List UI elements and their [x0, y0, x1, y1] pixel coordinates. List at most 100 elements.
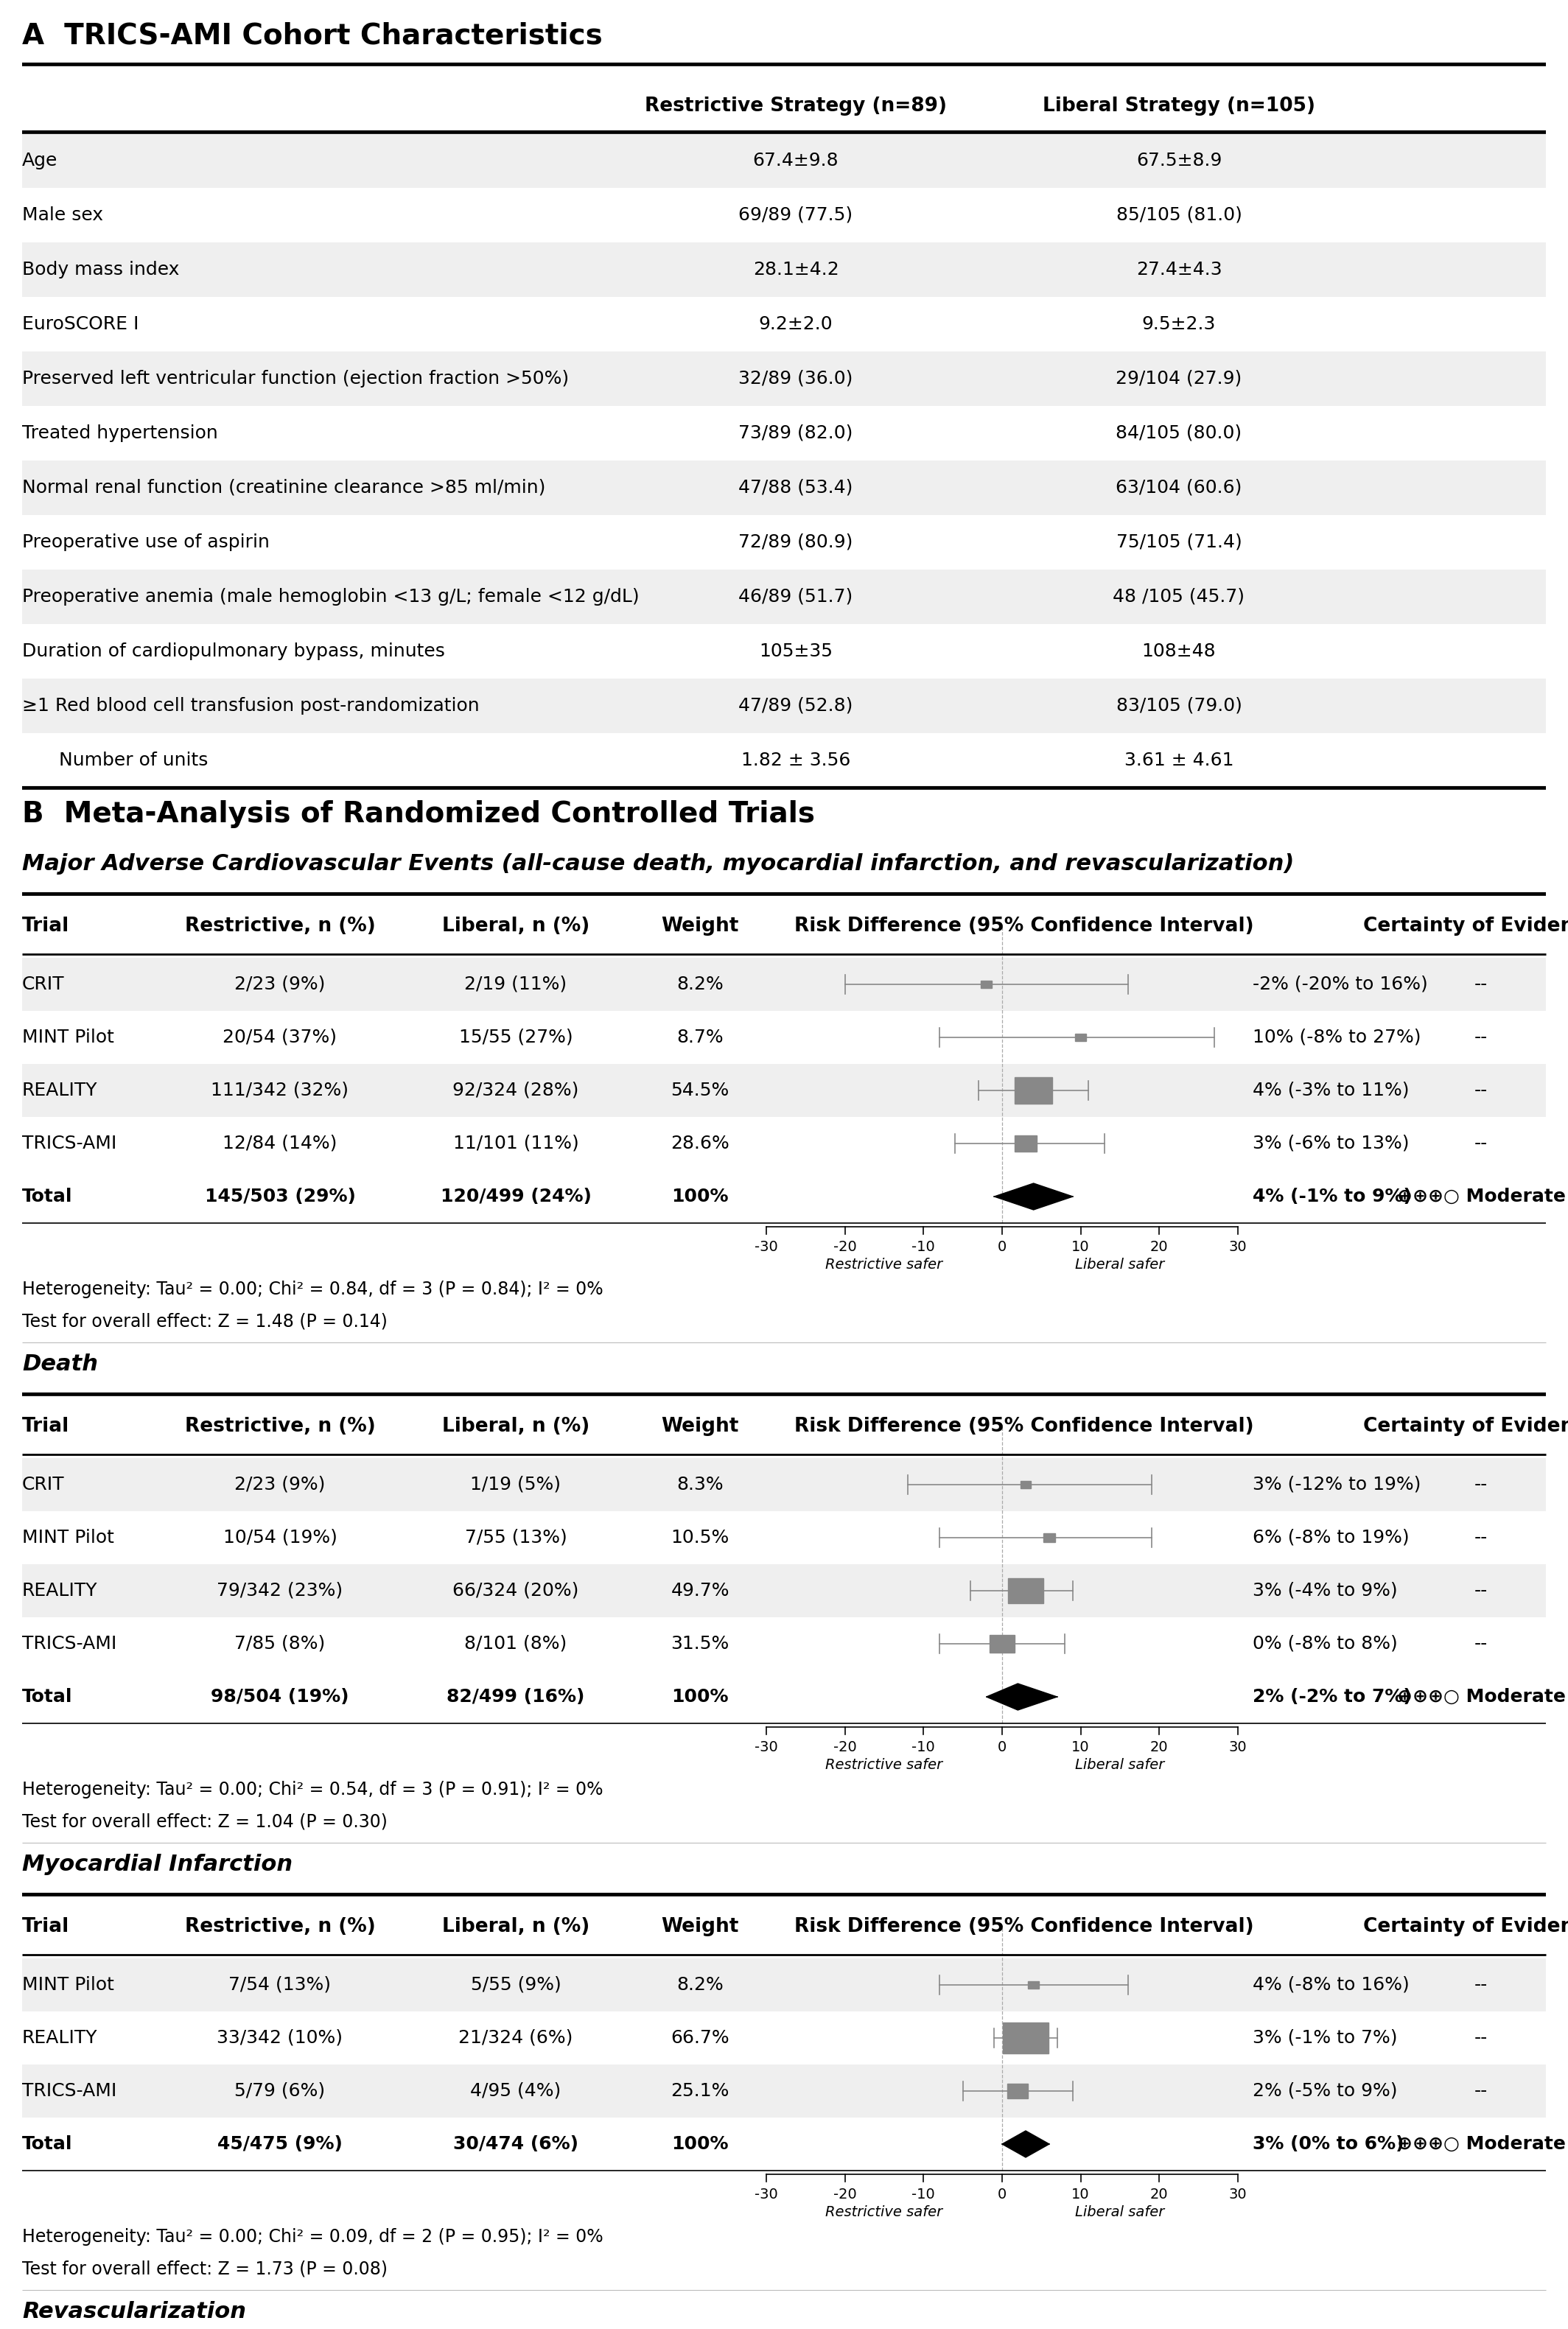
Text: --: --	[1474, 1581, 1488, 1600]
Text: TRICS-AMI: TRICS-AMI	[22, 2082, 116, 2101]
Text: Risk Difference (95% Confidence Interval): Risk Difference (95% Confidence Interval…	[795, 918, 1254, 936]
Text: 0: 0	[997, 1740, 1007, 1754]
Text: Liberal Strategy (n=105): Liberal Strategy (n=105)	[1043, 95, 1316, 116]
Text: 72/89 (80.9): 72/89 (80.9)	[739, 533, 853, 552]
Text: 7/85 (8%): 7/85 (8%)	[235, 1635, 326, 1654]
Polygon shape	[994, 1183, 1073, 1209]
Text: -30: -30	[754, 1241, 778, 1255]
Text: --: --	[1474, 1528, 1488, 1546]
Text: 75/105 (71.4): 75/105 (71.4)	[1116, 533, 1242, 552]
Bar	[1021, 1481, 1032, 1488]
Text: Liberal, n (%): Liberal, n (%)	[442, 1917, 590, 1935]
Text: 2/19 (11%): 2/19 (11%)	[464, 976, 568, 992]
Text: 33/342 (10%): 33/342 (10%)	[216, 2029, 343, 2047]
Text: 120/499 (24%): 120/499 (24%)	[441, 1188, 591, 1206]
Text: 66/324 (20%): 66/324 (20%)	[453, 1581, 579, 1600]
Text: CRIT: CRIT	[22, 1477, 64, 1493]
Bar	[22, 1011, 1546, 1064]
Text: -10: -10	[913, 2187, 935, 2201]
Text: ⊕⊕⊕○ Moderate: ⊕⊕⊕○ Moderate	[1397, 1188, 1565, 1206]
Text: 100%: 100%	[671, 1188, 729, 1206]
Bar	[22, 734, 1546, 787]
Text: 10: 10	[1071, 2187, 1090, 2201]
Text: 47/88 (53.4): 47/88 (53.4)	[739, 480, 853, 496]
Text: -20: -20	[833, 1740, 856, 1754]
Text: Total: Total	[22, 1689, 72, 1705]
Text: 48 /105 (45.7): 48 /105 (45.7)	[1113, 587, 1245, 606]
Text: -30: -30	[754, 2187, 778, 2201]
Text: 1/19 (5%): 1/19 (5%)	[470, 1477, 561, 1493]
Text: TRICS-AMI: TRICS-AMI	[22, 1134, 116, 1153]
Text: 100%: 100%	[671, 1689, 729, 1705]
Text: Total: Total	[22, 2136, 72, 2152]
Text: 10: 10	[1071, 1740, 1090, 1754]
Text: 92/324 (28%): 92/324 (28%)	[453, 1081, 579, 1099]
Text: 0% (-8% to 8%): 0% (-8% to 8%)	[1253, 1635, 1397, 1654]
Text: 7/55 (13%): 7/55 (13%)	[464, 1528, 568, 1546]
Text: Test for overall effect: Z = 1.48 (P = 0.14): Test for overall effect: Z = 1.48 (P = 0…	[22, 1314, 387, 1330]
Text: Restrictive safer: Restrictive safer	[826, 1258, 942, 1272]
Bar	[1008, 2084, 1029, 2098]
Text: 7/54 (13%): 7/54 (13%)	[229, 1975, 331, 1994]
Text: 0: 0	[997, 1241, 1007, 1255]
Text: Myocardial Infarction: Myocardial Infarction	[22, 1854, 293, 1875]
Text: 10.5%: 10.5%	[671, 1528, 729, 1546]
Text: 79/342 (23%): 79/342 (23%)	[216, 1581, 343, 1600]
Bar	[22, 571, 1546, 624]
Bar	[22, 1959, 1546, 2012]
Text: 8.2%: 8.2%	[676, 1975, 723, 1994]
Text: ≥1 Red blood cell transfusion post-randomization: ≥1 Red blood cell transfusion post-rando…	[22, 696, 480, 715]
Text: --: --	[1474, 1029, 1488, 1046]
Text: -20: -20	[833, 2187, 856, 2201]
Text: 3% (-6% to 13%): 3% (-6% to 13%)	[1253, 1134, 1410, 1153]
Text: 27.4±4.3: 27.4±4.3	[1135, 261, 1221, 279]
Text: Restrictive safer: Restrictive safer	[826, 1758, 942, 1772]
Bar	[1004, 2022, 1049, 2054]
Text: 6% (-8% to 19%): 6% (-8% to 19%)	[1253, 1528, 1410, 1546]
Text: 83/105 (79.0): 83/105 (79.0)	[1116, 696, 1242, 715]
Text: 29/104 (27.9): 29/104 (27.9)	[1116, 370, 1242, 387]
Text: 145/503 (29%): 145/503 (29%)	[204, 1188, 356, 1206]
Bar	[22, 678, 1546, 734]
Text: -30: -30	[754, 1740, 778, 1754]
Text: 3% (-1% to 7%): 3% (-1% to 7%)	[1253, 2029, 1397, 2047]
Text: Test for overall effect: Z = 1.04 (P = 0.30): Test for overall effect: Z = 1.04 (P = 0…	[22, 1814, 387, 1831]
Text: Certainty of Evidence: Certainty of Evidence	[1363, 918, 1568, 936]
Text: 11/101 (11%): 11/101 (11%)	[453, 1134, 579, 1153]
Text: --: --	[1474, 2082, 1488, 2101]
Text: 2% (-2% to 7%): 2% (-2% to 7%)	[1253, 1689, 1411, 1705]
Polygon shape	[986, 1684, 1057, 1709]
Text: Restrictive, n (%): Restrictive, n (%)	[185, 918, 375, 936]
Bar	[1076, 1034, 1087, 1041]
Text: --: --	[1474, 2029, 1488, 2047]
Text: Preoperative use of aspirin: Preoperative use of aspirin	[22, 533, 270, 552]
Text: 46/89 (51.7): 46/89 (51.7)	[739, 587, 853, 606]
Text: Treated hypertension: Treated hypertension	[22, 424, 218, 443]
Text: A  TRICS-AMI Cohort Characteristics: A TRICS-AMI Cohort Characteristics	[22, 21, 602, 51]
Text: 32/89 (36.0): 32/89 (36.0)	[739, 370, 853, 387]
Bar	[22, 461, 1546, 515]
Bar	[22, 515, 1546, 571]
Text: 100%: 100%	[671, 2136, 729, 2152]
Text: Risk Difference (95% Confidence Interval): Risk Difference (95% Confidence Interval…	[795, 1917, 1254, 1935]
Text: Trial: Trial	[22, 1416, 69, 1437]
Text: 8.7%: 8.7%	[676, 1029, 723, 1046]
Text: Normal renal function (creatinine clearance >85 ml/min): Normal renal function (creatinine cleara…	[22, 480, 546, 496]
Text: -2% (-20% to 16%): -2% (-20% to 16%)	[1253, 976, 1428, 992]
Text: Liberal, n (%): Liberal, n (%)	[442, 918, 590, 936]
Bar	[1014, 1137, 1036, 1151]
Text: 66.7%: 66.7%	[671, 2029, 729, 2047]
Text: 85/105 (81.0): 85/105 (81.0)	[1116, 207, 1242, 224]
Text: Weight: Weight	[662, 1416, 739, 1437]
Text: 20/54 (37%): 20/54 (37%)	[223, 1029, 337, 1046]
Text: --: --	[1474, 1635, 1488, 1654]
Text: 45/475 (9%): 45/475 (9%)	[218, 2136, 342, 2152]
Text: 8.3%: 8.3%	[676, 1477, 723, 1493]
Text: 98/504 (19%): 98/504 (19%)	[212, 1689, 350, 1705]
Text: 30: 30	[1229, 2187, 1247, 2201]
Text: Liberal safer: Liberal safer	[1076, 1758, 1165, 1772]
Text: Revascularization: Revascularization	[22, 2301, 246, 2322]
Text: 15/55 (27%): 15/55 (27%)	[459, 1029, 572, 1046]
Bar	[22, 957, 1546, 1011]
Text: 28.6%: 28.6%	[671, 1134, 729, 1153]
